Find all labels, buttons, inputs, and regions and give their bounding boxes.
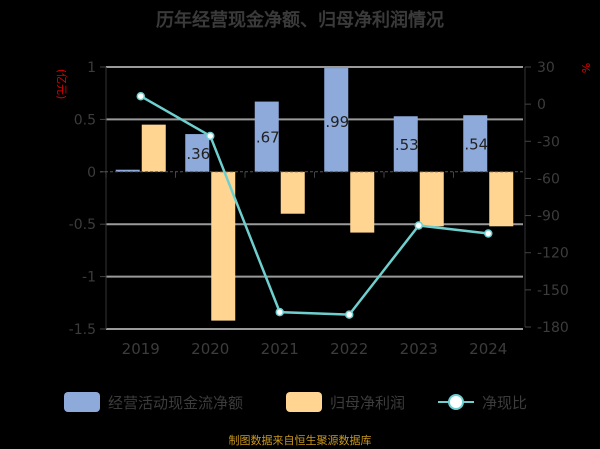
legend-item-ocf[interactable]: 经营活动现金流净额 [64,389,243,415]
legend-swatch-profit [286,392,322,412]
left-axis-tick: -1.5 [69,322,96,338]
legend: 经营活动现金流净额 归母净利润 净现比 [0,389,600,415]
ratio-point-2022[interactable] [345,310,354,319]
bar-value-label: .53 [395,136,419,154]
legend-line-marker-icon [438,394,474,410]
ratio-line [140,95,489,316]
bar-ocf-2020[interactable] [185,134,210,172]
bar-profit-2019[interactable] [141,124,166,172]
right-axis-tick: 30 [537,60,555,76]
x-axis-label: 2019 [122,340,160,358]
bar-value-label: .67 [256,129,280,147]
right-axis-tick: -30 [537,134,560,150]
right-axis-tick: -150 [537,283,569,299]
left-axis-tick: 0 [87,165,96,181]
legend-item-ratio[interactable]: 净现比 [436,389,527,415]
legend-label-profit: 归母净利润 [330,393,406,412]
left-axis-tick: 1 [87,60,96,76]
legend-swatch-ocf [64,392,100,412]
legend-label-ocf: 经营活动现金流净额 [108,393,244,412]
x-axis-label: 2024 [469,340,507,358]
left-axis-unit: (亿元) [55,69,68,100]
x-axis-label: 2022 [330,340,368,358]
x-axis-label: 2023 [400,340,438,358]
x-axis-label: 2020 [191,340,229,358]
right-axis-tick: -60 [537,171,560,187]
bar-ocf-2023[interactable] [393,116,418,172]
bar-value-label: .54 [464,136,488,154]
right-axis-unit: % [579,63,592,73]
ratio-point-2019[interactable] [136,91,145,101]
bar-ocf-2021[interactable] [254,101,279,172]
bar-profit-2023[interactable] [419,171,444,227]
bar-value-label: .36 [186,145,210,163]
right-axis-tick: 0 [537,97,546,113]
x-axis-label: 2021 [261,340,299,358]
left-axis-tick: 0.5 [74,112,96,128]
right-axis-tick: -180 [537,320,569,336]
legend-label-ratio: 净现比 [482,393,528,412]
legend-item-profit[interactable]: 归母净利润 [286,389,405,415]
bar-profit-2022[interactable] [350,171,375,233]
ratio-point-2023[interactable] [414,221,423,230]
bar-value-label: .99 [325,113,349,131]
bar-ocf-2019[interactable] [115,169,140,172]
left-axis-tick: -1 [82,270,96,286]
ratio-point-2021[interactable] [275,307,284,317]
bar-ocf-2024[interactable] [463,115,488,172]
chart-title: 历年经营现金净额、归母净利润情况 [156,10,444,31]
bar-ocf-2022[interactable] [324,68,349,172]
ratio-point-2020[interactable] [206,131,215,141]
bar-profit-2021[interactable] [280,171,305,214]
chart-area: 1 0.5 0 -0.5 -1 -1.5 (亿元) 30 0 -30 -60 -90 -120 -150 -… [55,60,592,358]
left-axis-tick: -0.5 [69,217,96,233]
right-axis-tick: -120 [537,246,569,262]
bar-profit-2024[interactable] [489,171,514,227]
data-source-note: 制图数据来自恒生聚源数据库 [228,434,372,447]
bar-profit-2020[interactable] [211,171,236,321]
right-axis-tick: -90 [537,209,560,225]
ratio-point-2024[interactable] [484,229,493,238]
